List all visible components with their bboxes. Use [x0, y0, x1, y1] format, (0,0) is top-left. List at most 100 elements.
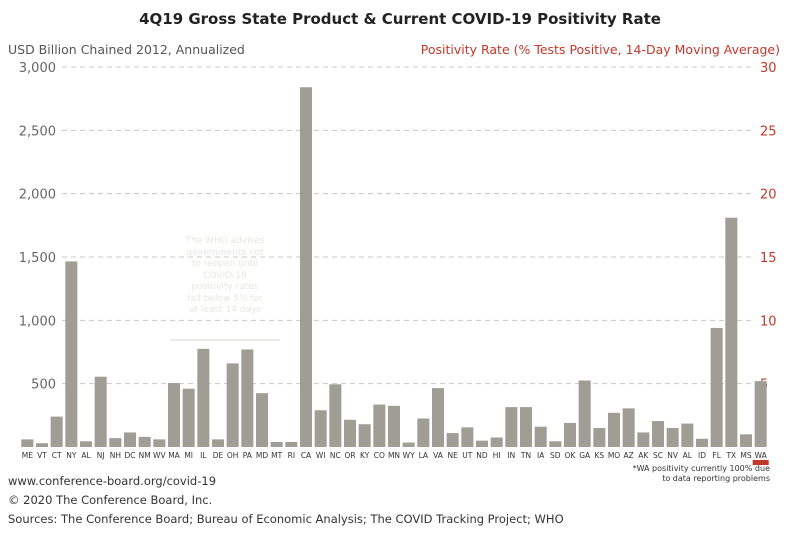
footnote-line: *WA positivity currently 100% due	[632, 464, 770, 473]
bar-sc	[651, 421, 665, 447]
x-tick-label: AZ	[624, 451, 634, 460]
bar-ia	[534, 426, 547, 447]
y-tick-label-left: 500	[31, 378, 56, 393]
x-tick-label: MA	[168, 451, 180, 460]
bar-tn	[519, 407, 533, 447]
x-tick-label: MN	[388, 451, 400, 460]
x-tick-label: RI	[288, 451, 295, 460]
bar-me	[21, 439, 34, 447]
x-tick-label: SD	[550, 451, 561, 460]
x-tick-label: FL	[712, 451, 721, 460]
left-axis-label: USD Billion Chained 2012, Annualized	[8, 42, 245, 57]
bar-sd	[549, 441, 562, 447]
annotation-line: fall below 5% for	[187, 293, 263, 304]
wa-positivity-marker	[752, 460, 769, 465]
bar-ma	[167, 383, 181, 447]
y-tick-label-left: 2,500	[19, 124, 56, 139]
x-tick-label: MD	[256, 451, 268, 460]
x-tick-label: GA	[579, 451, 591, 460]
bar-md	[255, 393, 269, 447]
x-tick-label: CO	[374, 451, 385, 460]
x-tick-label: NC	[330, 451, 341, 460]
bar-wa	[754, 381, 767, 447]
bar-il	[197, 348, 210, 447]
x-tick-label: ID	[698, 451, 706, 460]
x-tick-label: NV	[667, 451, 679, 460]
x-tick-label: IL	[200, 451, 207, 460]
y-tick-label-left: 3,000	[19, 61, 56, 76]
bar-nm	[138, 436, 151, 447]
bar-az	[622, 408, 635, 447]
x-tick-label: PA	[243, 451, 253, 460]
bar-oh	[226, 363, 239, 447]
bar-mt	[270, 441, 283, 447]
x-tick-label: VT	[37, 451, 47, 460]
x-tick-label: TN	[520, 451, 531, 460]
bar-ne	[446, 433, 459, 447]
x-tick-label: AL	[81, 451, 91, 460]
bar-ut	[461, 427, 474, 447]
bar-dc	[123, 432, 137, 447]
x-tick-label: OH	[227, 451, 239, 460]
bar-ca	[299, 87, 313, 447]
x-tick-label: HI	[493, 451, 501, 460]
bar-or	[343, 419, 357, 447]
bar-nj	[94, 376, 107, 447]
bar-nv	[666, 428, 679, 447]
chart-title: 4Q19 Gross State Product & Current COVID…	[139, 10, 661, 28]
annotation-line: The WHO advises	[185, 236, 265, 246]
x-tick-label: KY	[360, 451, 370, 460]
x-tick-label: NJ	[97, 451, 105, 460]
bar-ms	[739, 434, 753, 447]
x-tick-label: VA	[433, 451, 444, 460]
bar-la	[417, 418, 430, 447]
bar-mn	[387, 405, 401, 447]
x-tick-label: UT	[462, 451, 472, 460]
bar-de	[211, 439, 225, 447]
bar-ri	[285, 441, 298, 447]
x-tick-label: WA	[755, 451, 768, 460]
bar-ny	[65, 261, 78, 447]
bar-ct	[50, 416, 63, 447]
bar-nh	[109, 438, 122, 447]
bar-pa	[241, 349, 254, 447]
y-tick-label-right: 30	[760, 61, 777, 76]
y-tick-label-right: 15	[760, 251, 777, 266]
who-annotation: The WHO advises governments not to reope…	[165, 236, 285, 317]
x-tick-label: SC	[653, 451, 663, 460]
footer-sources: Sources: The Conference Board; Bureau of…	[8, 512, 564, 526]
x-tick-label: NE	[447, 451, 458, 460]
y-tick-label-right: 10	[760, 314, 777, 329]
y-tick-label-left: 1,000	[19, 314, 56, 329]
x-tick-label: IN	[507, 451, 515, 460]
bar-co	[373, 404, 386, 447]
bar-hi	[490, 437, 503, 447]
x-tick-label: ME	[22, 451, 33, 460]
y-tick-label-right: 25	[760, 124, 777, 139]
right-axis-label: Positivity Rate (% Tests Positive, 14-Da…	[420, 42, 780, 57]
bar-al	[681, 423, 694, 447]
x-tick-label: NM	[139, 451, 151, 460]
bar-vt	[35, 443, 49, 447]
chart-canvas: 3,000302,500252,000201,500151,000105005M…	[19, 61, 777, 465]
x-tick-label: OK	[565, 451, 577, 460]
x-tick-label: AL	[683, 451, 693, 460]
x-tick-label: WV	[153, 451, 166, 460]
footer-url: www.conference-board.org/covid-19	[8, 474, 217, 488]
x-tick-label: TX	[725, 451, 736, 460]
x-tick-label: NH	[110, 451, 121, 460]
x-tick-label: MS	[740, 451, 751, 460]
footnote: *WA positivity currently 100% due to dat…	[570, 464, 770, 484]
x-tick-label: ND	[476, 451, 488, 460]
x-tick-label: LA	[419, 451, 429, 460]
bar-ky	[358, 424, 371, 447]
x-tick-label: DE	[213, 451, 224, 460]
x-tick-label: CT	[52, 451, 62, 460]
x-tick-label: NY	[66, 451, 77, 460]
x-tick-label: OR	[344, 451, 355, 460]
y-tick-label-right: 20	[760, 188, 777, 203]
bar-nd	[475, 440, 489, 447]
x-tick-label: WI	[316, 451, 326, 460]
footnote-line: to data reporting problems	[662, 474, 770, 483]
x-tick-label: IA	[537, 451, 545, 460]
